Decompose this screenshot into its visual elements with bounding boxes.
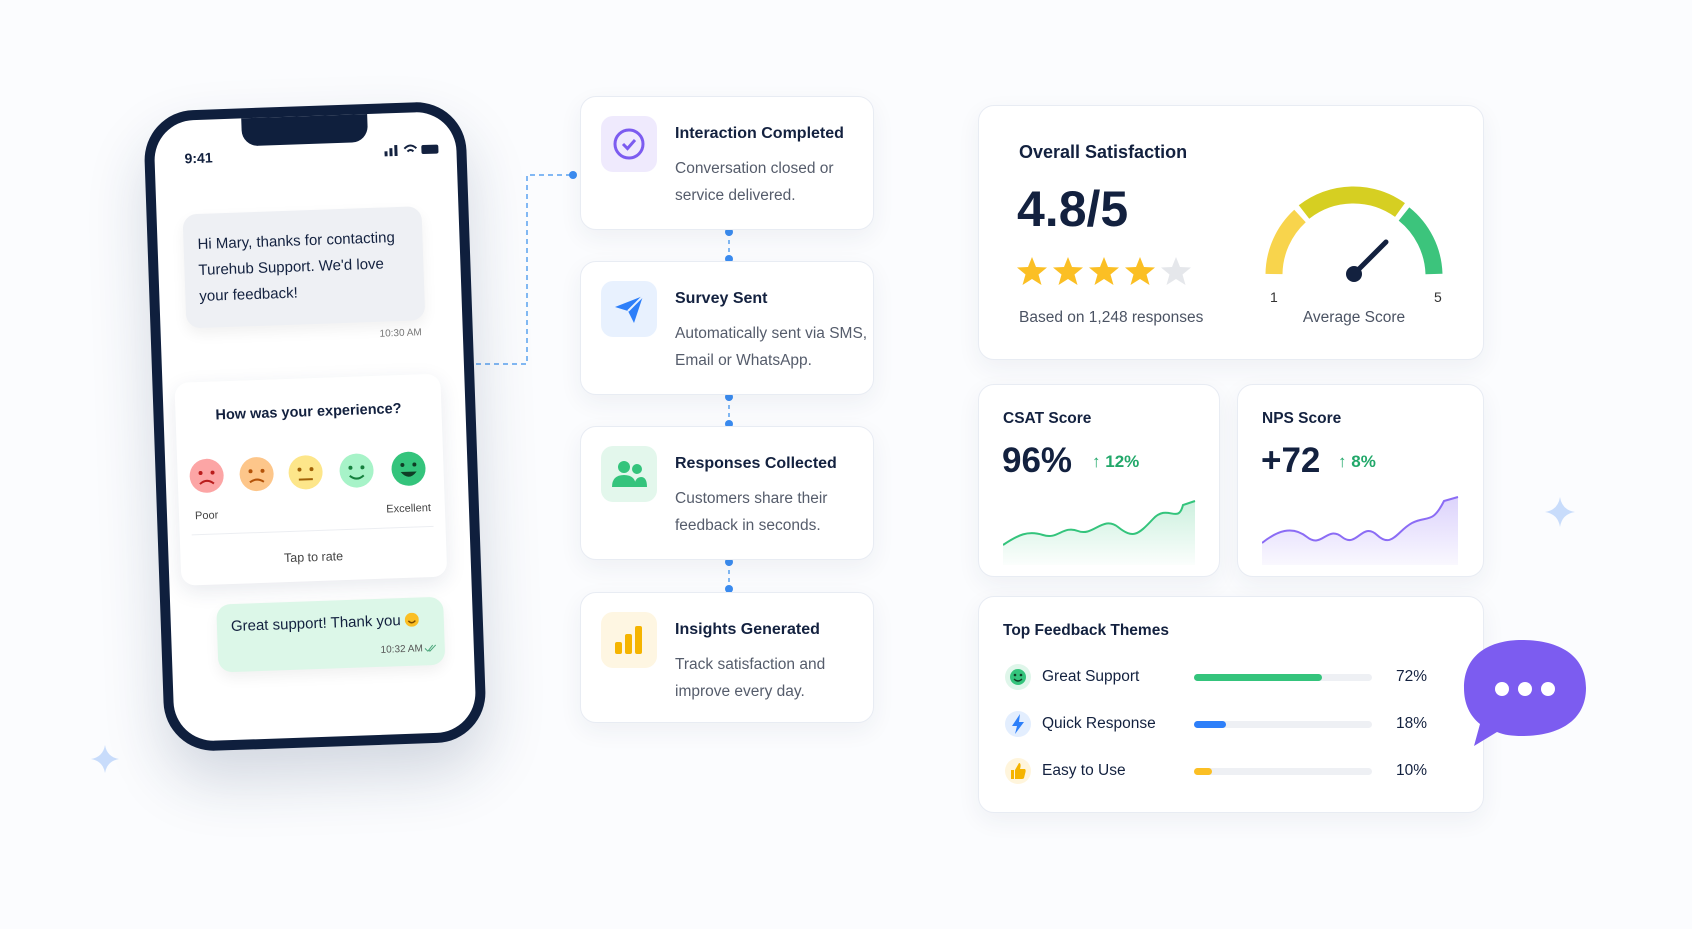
reply-text: Great support! Thank you (231, 611, 419, 635)
overall-card: Overall Satisfaction 4.8/5 Based on 1,24… (978, 105, 1484, 360)
rating-low: Poor (194, 509, 219, 523)
nps-change: ↑ 8% (1338, 452, 1376, 471)
theme-icon (1005, 758, 1031, 784)
themes-card: Top Feedback Themes Great Support 72% Quic… (978, 596, 1484, 813)
theme-label: Quick Response (1042, 715, 1156, 732)
step-title: Insights Generated (675, 621, 820, 638)
message-bubble: Hi Mary, thanks for contacting Turehub S… (182, 206, 426, 329)
notch (241, 111, 369, 147)
reply-label: Great support! Thank you (230, 612, 401, 636)
step-icon (601, 281, 657, 337)
gauge-caption: Average Score (1302, 309, 1406, 326)
rating-card: How was your experience? Poor Excellent … (174, 373, 448, 586)
themes-title: Top Feedback Themes (1003, 622, 1169, 639)
theme-label: Easy to Use (1042, 762, 1126, 779)
stars (1017, 257, 1191, 285)
step-card: Insights Generated Track satisfaction an… (580, 592, 874, 723)
csat-change: ↑ 12% (1092, 452, 1140, 471)
step-description: Automatically sent via SMS, Email or Wha… (675, 325, 868, 369)
step-card: Responses Collected Customers share thei… (580, 426, 874, 560)
divider (191, 525, 434, 536)
emoji (404, 612, 419, 627)
theme-value: 18% (1396, 715, 1428, 732)
theme-bar (1194, 721, 1227, 728)
step-icon (601, 116, 657, 172)
status-icons (384, 144, 439, 157)
reply-time: 10:32 AM (380, 643, 424, 656)
theme-track (1194, 721, 1372, 728)
csat-sparkline (1003, 500, 1196, 565)
nps-sparkline (1262, 496, 1459, 565)
overall-based-on: Based on 1,248 responses (1019, 309, 1204, 326)
rating-high: Excellent (386, 502, 432, 516)
theme-track (1194, 674, 1372, 681)
chat-button[interactable] (1462, 636, 1592, 751)
message-time: 10:30 AM (379, 327, 422, 340)
step-description: Customers share their feedback in second… (675, 490, 828, 534)
nps-card: NPS Score +72 ↑ 8% (1237, 384, 1484, 577)
csat-title: CSAT Score (1003, 410, 1092, 427)
step-description: Track satisfaction and improve every day… (675, 656, 826, 700)
gauge-max: 5 (1434, 289, 1442, 305)
theme-bar (1194, 768, 1212, 775)
theme-value: 72% (1396, 668, 1428, 685)
step-title: Survey Sent (675, 290, 768, 307)
reply-bubble: Great support! Thank you 10:32 AM (216, 596, 446, 673)
read-checks (424, 644, 437, 652)
theme-icon (1005, 664, 1031, 690)
theme-track (1194, 768, 1372, 775)
phone-screen: 9:41 Hi Mary, thanks for contacting Ture… (153, 110, 477, 743)
overall-score: 4.8/5 (1017, 181, 1129, 237)
rating-action[interactable]: Tap to rate (283, 549, 344, 566)
theme-label: Great Support (1042, 668, 1140, 685)
csat-card: CSAT Score 96% ↑ 12% (978, 384, 1220, 577)
csat-change-value: 12% (1105, 452, 1140, 471)
rating-question: How was your experience? (215, 400, 402, 424)
gauge (1265, 186, 1443, 282)
rating-faces[interactable] (177, 448, 444, 499)
step-description: Conversation closed or service delivered… (675, 160, 834, 204)
gauge-min: 1 (1270, 289, 1278, 305)
step-icon (601, 446, 657, 502)
step-title: Responses Collected (675, 455, 837, 472)
step-icon (601, 612, 657, 668)
nps-title: NPS Score (1262, 410, 1342, 427)
step-card: Survey Sent Automatically sent via SMS, … (580, 261, 874, 395)
theme-bar (1194, 674, 1323, 681)
nps-change-value: 8% (1351, 452, 1376, 471)
status-time: 9:41 (184, 149, 213, 167)
step-card: Interaction Completed Conversation close… (580, 96, 874, 230)
step-title: Interaction Completed (675, 125, 844, 142)
overall-title: Overall Satisfaction (1019, 142, 1188, 162)
phone: 9:41 Hi Mary, thanks for contacting Ture… (142, 100, 488, 753)
nps-value: +72 (1261, 441, 1321, 480)
theme-value: 10% (1396, 762, 1428, 779)
csat-value: 96% (1002, 441, 1073, 480)
theme-icon (1005, 711, 1031, 737)
message-text: Hi Mary, thanks for contacting Turehub S… (197, 229, 396, 305)
